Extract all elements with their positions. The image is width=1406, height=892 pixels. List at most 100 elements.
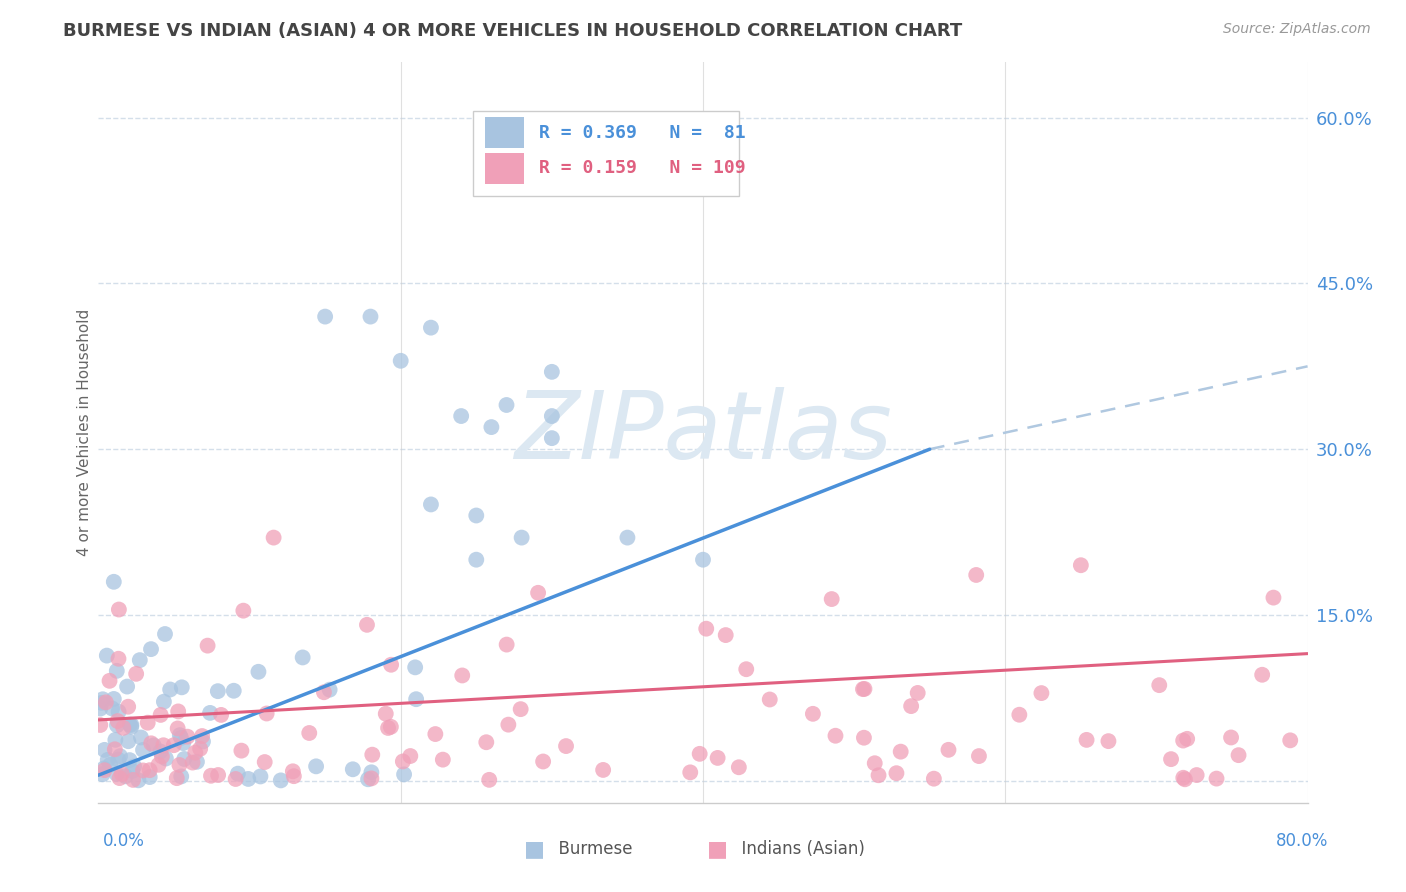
Point — [153, 627, 176, 641]
Point — [108, 602, 131, 616]
Point — [291, 650, 314, 665]
Point — [153, 695, 176, 709]
Point — [184, 746, 207, 760]
Point — [405, 692, 427, 706]
Point — [108, 749, 131, 764]
Point — [93, 762, 115, 776]
Point — [115, 680, 138, 694]
Point — [128, 653, 150, 667]
Point — [1160, 752, 1182, 766]
Point — [695, 622, 717, 636]
Point — [166, 722, 188, 736]
Point — [420, 498, 443, 512]
Point — [132, 743, 155, 757]
Point — [170, 681, 193, 695]
Point — [852, 731, 875, 745]
Text: Burmese: Burmese — [548, 840, 633, 858]
Text: ■: ■ — [707, 839, 727, 859]
Point — [107, 714, 129, 728]
Point — [399, 749, 422, 764]
Point — [98, 757, 121, 772]
Point — [689, 747, 711, 761]
Point — [965, 568, 987, 582]
Point — [91, 692, 114, 706]
Point — [852, 682, 875, 697]
Text: 0.0%: 0.0% — [103, 832, 145, 850]
Point — [197, 639, 219, 653]
Point — [821, 592, 844, 607]
Point — [163, 738, 186, 752]
Point — [176, 730, 198, 744]
Point — [111, 767, 134, 781]
Point — [207, 684, 229, 698]
Point — [142, 739, 165, 753]
Point — [122, 772, 145, 787]
Point — [169, 728, 191, 742]
Point — [863, 756, 886, 771]
Y-axis label: 4 or more Vehicles in Household: 4 or more Vehicles in Household — [77, 309, 91, 557]
Point — [121, 764, 143, 778]
Point — [232, 604, 254, 618]
Point — [361, 747, 384, 762]
Point — [173, 752, 195, 766]
Point — [222, 683, 245, 698]
Point — [170, 769, 193, 783]
Point — [1205, 772, 1227, 786]
Bar — [485, 117, 524, 148]
Point — [495, 398, 517, 412]
Point — [616, 531, 638, 545]
Point — [922, 772, 945, 786]
Point — [1263, 591, 1285, 605]
Point — [890, 745, 912, 759]
Point — [118, 717, 141, 731]
Point — [149, 745, 172, 759]
Point — [191, 734, 214, 748]
Point — [155, 751, 177, 765]
Point — [103, 692, 125, 706]
Point — [305, 759, 328, 773]
Point — [191, 729, 214, 743]
Point — [298, 726, 321, 740]
Point — [152, 738, 174, 752]
Point — [263, 531, 285, 545]
Point — [706, 751, 728, 765]
Point — [129, 731, 152, 745]
Point — [120, 720, 142, 734]
Point — [758, 692, 780, 706]
Text: BURMESE VS INDIAN (ASIAN) 4 OR MORE VEHICLES IN HOUSEHOLD CORRELATION CHART: BURMESE VS INDIAN (ASIAN) 4 OR MORE VEHI… — [63, 22, 963, 40]
Point — [104, 732, 127, 747]
Point — [103, 574, 125, 589]
Point — [1070, 558, 1092, 573]
Point — [89, 718, 111, 732]
Point — [132, 764, 155, 778]
Point — [824, 729, 846, 743]
Text: R = 0.159   N = 109: R = 0.159 N = 109 — [538, 160, 745, 178]
Point — [1251, 667, 1274, 681]
Point — [93, 763, 115, 777]
Point — [226, 766, 249, 780]
Point — [93, 743, 115, 757]
Point — [117, 699, 139, 714]
Point — [389, 353, 412, 368]
Point — [120, 718, 142, 732]
Point — [149, 707, 172, 722]
Point — [360, 310, 382, 324]
Point — [207, 768, 229, 782]
Point — [342, 762, 364, 776]
Text: ZIPatlas: ZIPatlas — [515, 387, 891, 478]
Point — [169, 758, 191, 772]
Point — [531, 755, 554, 769]
Point — [107, 705, 129, 719]
Point — [1227, 748, 1250, 763]
Point — [360, 772, 382, 786]
Point — [540, 431, 562, 445]
Point — [498, 717, 520, 731]
Point — [360, 765, 382, 780]
Point — [1031, 686, 1053, 700]
Point — [198, 706, 221, 720]
Point — [238, 772, 260, 786]
Point — [200, 769, 222, 783]
Point — [166, 771, 188, 785]
Point — [127, 773, 149, 788]
Point — [1279, 733, 1302, 747]
